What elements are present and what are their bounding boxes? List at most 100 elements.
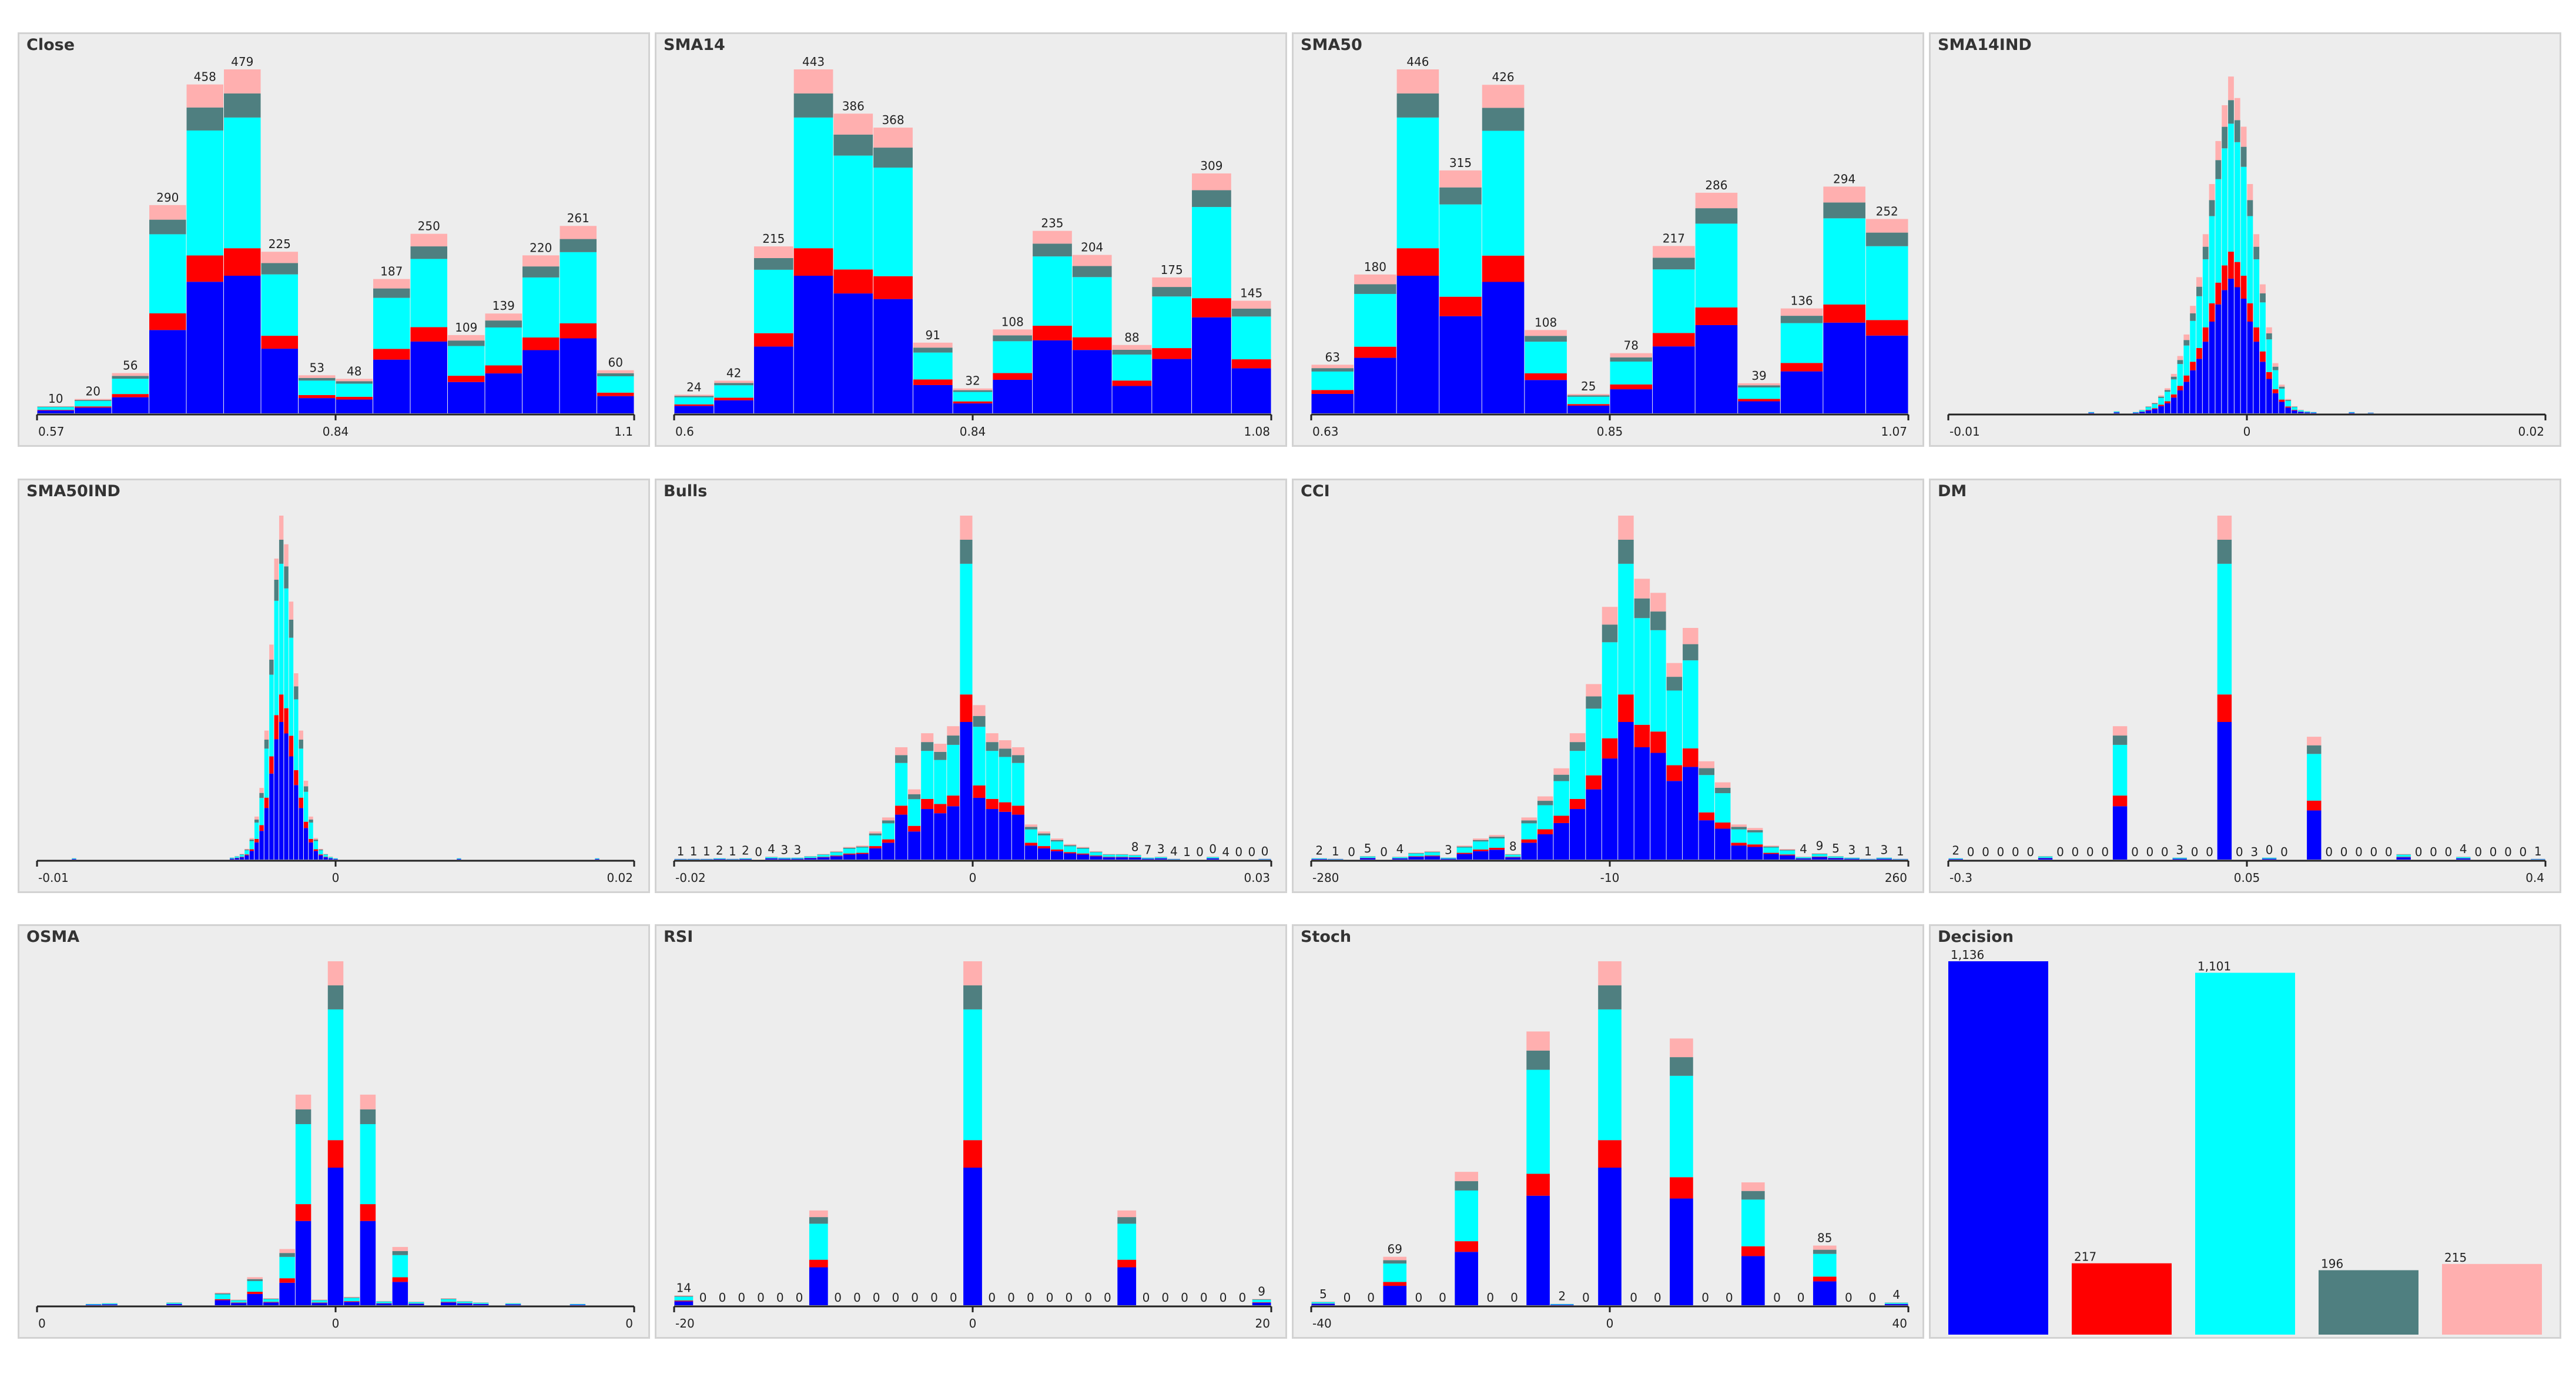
bar-segment	[231, 1299, 247, 1301]
bar-segment	[1876, 858, 1892, 860]
bar-segment	[1865, 219, 1908, 233]
x-tick-label: 0.57	[38, 424, 65, 439]
bar-label: 0	[1209, 842, 1217, 856]
bar-label: 0	[1104, 1291, 1111, 1305]
bar-segment	[1666, 690, 1683, 765]
bar-segment	[1037, 835, 1051, 847]
bar-segment	[1618, 694, 1634, 722]
bar-segment	[1117, 1223, 1137, 1260]
bar-label: 2	[1952, 844, 1959, 858]
bar-segment	[2307, 754, 2322, 801]
panel-title-rsi: RSI	[664, 928, 694, 946]
bar-segment	[973, 785, 986, 798]
bar-segment	[895, 755, 908, 763]
bar-segment	[1152, 359, 1192, 413]
bar-segment	[1456, 845, 1473, 847]
bar-segment	[913, 379, 953, 385]
bar-segment	[1521, 823, 1537, 840]
bar-segment	[299, 808, 303, 860]
bar-segment	[231, 1303, 247, 1305]
bar-segment	[1699, 775, 1714, 813]
bar-segment	[1714, 782, 1731, 788]
bar-segment	[1731, 824, 1747, 827]
bar-segment	[1192, 298, 1231, 317]
bar-segment	[793, 117, 833, 249]
bar-segment	[1033, 256, 1072, 326]
bar-segment	[1598, 961, 1622, 985]
bar-segment	[112, 376, 149, 379]
bar-segment	[408, 1302, 424, 1304]
x-tick-label: 0.4	[2525, 871, 2544, 885]
bar-segment	[289, 637, 294, 736]
bar-label: 0	[2236, 845, 2243, 859]
bar-segment	[1489, 850, 1505, 860]
bar-segment	[2266, 372, 2272, 379]
bar-segment	[1823, 202, 1865, 219]
bar-segment	[295, 1124, 311, 1205]
bar-label: 0	[1235, 845, 1242, 859]
bar-segment	[1117, 1267, 1137, 1305]
bar-segment	[1424, 852, 1441, 856]
bar-segment	[392, 1251, 408, 1255]
bar-segment	[344, 1298, 360, 1302]
bar-segment	[873, 168, 913, 276]
bar-segment	[1948, 858, 1963, 859]
bar-segment	[1489, 835, 1505, 837]
bar-label: 63	[1325, 350, 1340, 364]
bar-segment	[1569, 798, 1586, 810]
bar-label: 0	[1161, 1291, 1169, 1305]
bar-segment	[522, 255, 560, 267]
bar-segment	[856, 846, 869, 848]
bar-segment	[960, 694, 973, 722]
bar-segment	[986, 733, 999, 743]
bar-segment	[1064, 845, 1077, 847]
bar-segment	[254, 842, 259, 860]
bar-segment	[1456, 846, 1473, 848]
bar-segment	[753, 333, 793, 347]
bar-label: 426	[1492, 70, 1514, 84]
bar-label: 78	[1624, 339, 1639, 353]
bar-segment	[1396, 117, 1439, 249]
panel-decision: Decision 1,136 217 1,101 196 215	[1929, 924, 2561, 1339]
bar-segment	[1077, 847, 1090, 848]
bar-segment	[908, 799, 921, 826]
bar-segment	[1456, 847, 1473, 853]
bar-segment	[1154, 858, 1167, 860]
bar-segment	[1884, 1304, 1908, 1305]
bar-segment	[1128, 857, 1141, 858]
bar-label: 56	[123, 359, 138, 373]
bar-segment	[1192, 190, 1231, 208]
bar-segment	[2228, 123, 2234, 252]
bar-segment	[313, 841, 319, 850]
bar-segment	[373, 279, 410, 289]
bar-label: 0	[1348, 845, 1355, 859]
bar-segment	[299, 739, 303, 749]
bar-segment	[595, 858, 599, 859]
bar-segment	[239, 854, 244, 855]
bar-segment	[1828, 858, 1844, 860]
bar-segment	[408, 1303, 424, 1305]
bar-label: 139	[493, 299, 515, 313]
bar-segment	[953, 401, 993, 404]
bar-segment	[973, 705, 986, 716]
bar-segment	[457, 1303, 473, 1304]
bar-label: 0	[2520, 845, 2527, 859]
bar-segment	[856, 847, 869, 853]
bar-segment	[1618, 516, 1634, 540]
bar-segment	[2164, 401, 2170, 403]
bar-segment	[1525, 373, 1567, 380]
bar-segment	[440, 1302, 457, 1305]
bar-segment	[2215, 304, 2222, 413]
bar-label: 0	[2131, 845, 2139, 859]
bar-segment	[1489, 837, 1505, 839]
bar-segment	[473, 1304, 489, 1305]
bar-label: 10	[48, 392, 63, 406]
bar-label: 368	[882, 113, 904, 127]
bar-segment	[793, 248, 833, 276]
bar-segment	[264, 730, 269, 740]
bar-segment	[934, 813, 947, 860]
bar-segment	[2307, 800, 2322, 811]
bar-segment	[1090, 852, 1103, 856]
bar-segment	[392, 1255, 408, 1278]
bar-segment	[279, 516, 284, 540]
